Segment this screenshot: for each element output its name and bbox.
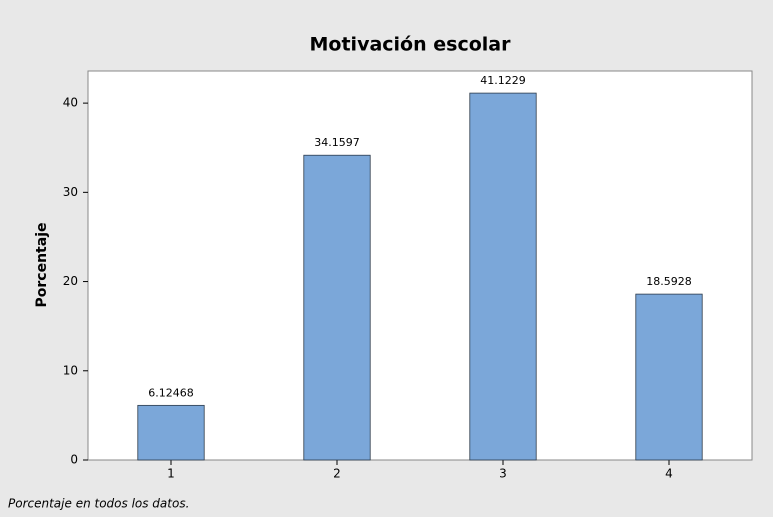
x-tick-label: 2	[333, 467, 341, 481]
bar	[635, 293, 703, 461]
y-tick-label: 30	[63, 185, 78, 199]
data-label: 6.12468	[148, 386, 194, 399]
chart-title: Motivación escolar	[310, 34, 512, 56]
y-tick-label: 10	[63, 363, 78, 377]
bar	[137, 404, 205, 461]
x-tick-label: 3	[499, 467, 507, 481]
y-axis-label: Porcentaje	[34, 223, 50, 308]
data-label: 34.1597	[314, 136, 360, 149]
bar	[303, 154, 371, 461]
y-tick-label: 20	[63, 274, 78, 288]
x-tick-label: 4	[665, 467, 673, 481]
y-tick-label: 0	[70, 453, 78, 467]
data-label: 41.1229	[480, 74, 526, 87]
data-label: 18.5928	[646, 275, 692, 288]
x-tick-label: 1	[167, 467, 175, 481]
footnote: Porcentaje en todos los datos.	[8, 497, 189, 511]
y-tick-label: 40	[63, 96, 78, 110]
bar	[469, 92, 537, 461]
